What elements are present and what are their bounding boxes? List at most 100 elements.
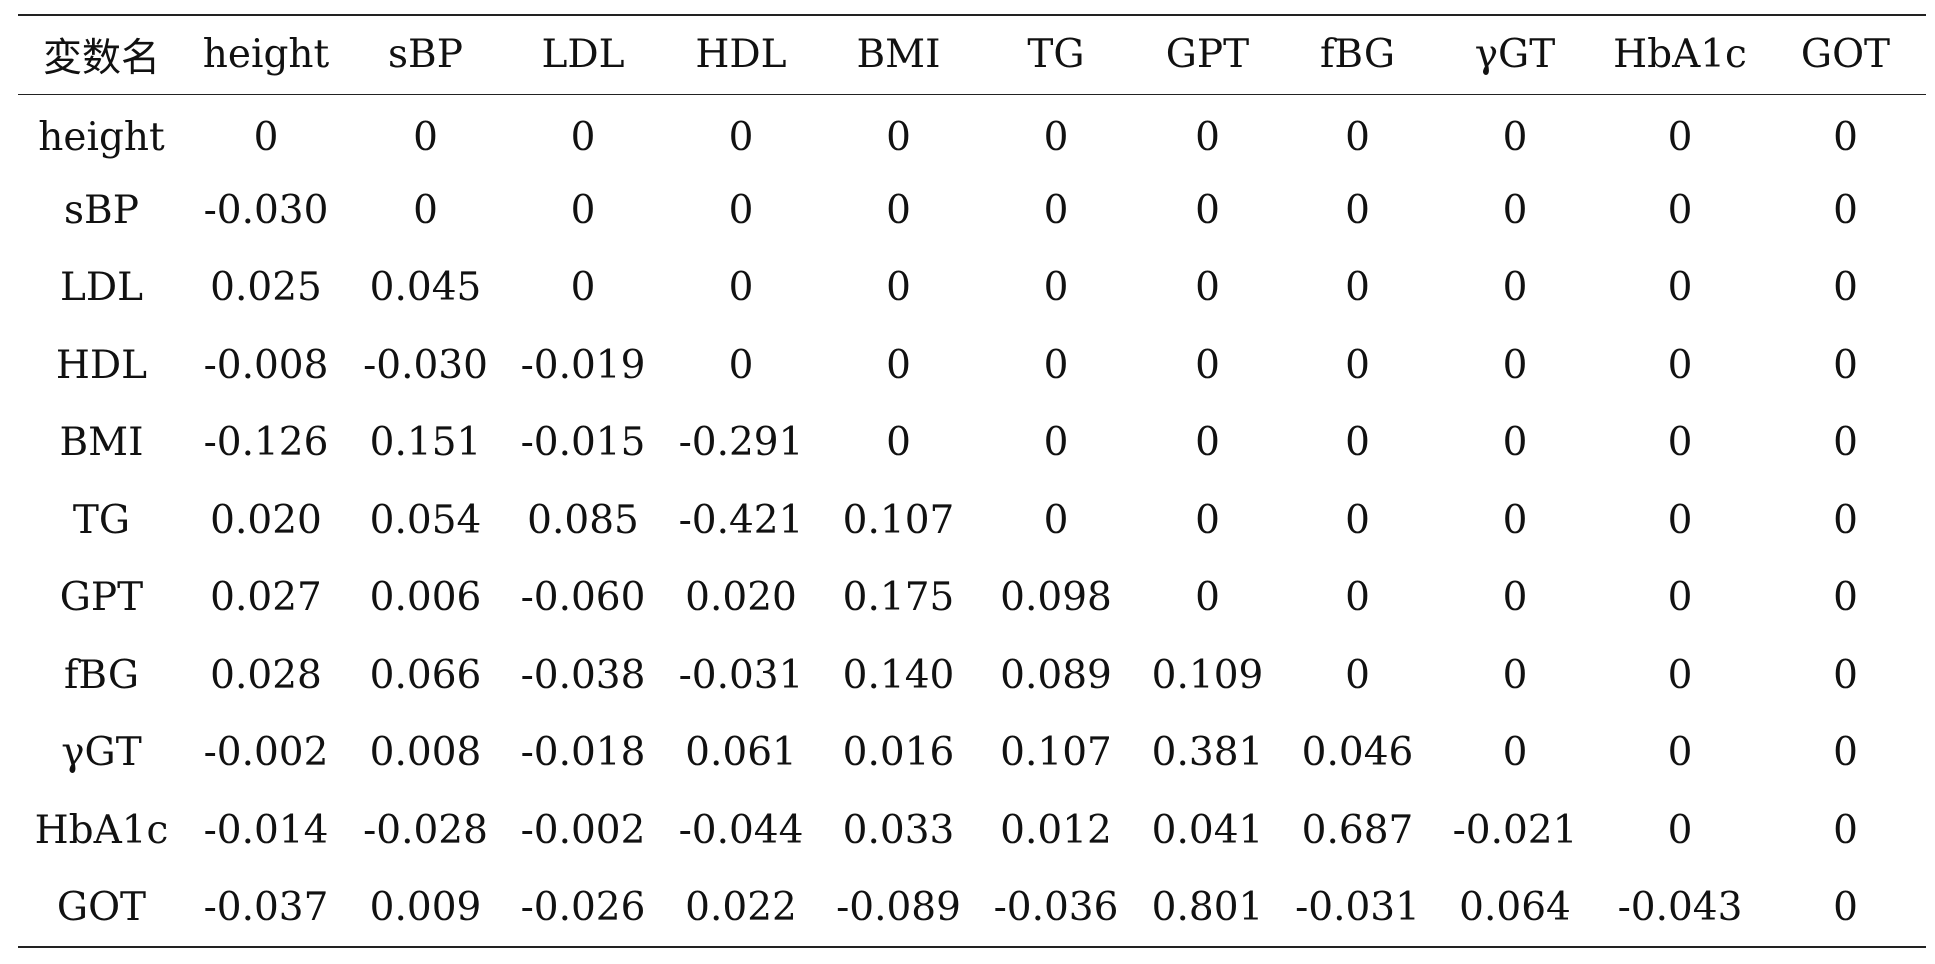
table-cell: 0.140 <box>842 652 955 698</box>
table-cell: -0.015 <box>520 420 646 466</box>
table-header: 変数名 height sBP LDL HDL BMI TG GPT fBG γGT HbA1c GOT <box>18 14 1926 95</box>
table-cell: 0.041 <box>1151 807 1264 853</box>
row-label: fBG <box>64 652 139 698</box>
table-row: BMI -0.126 0.151 -0.015 -0.291 0 0 0 0 0 0 0 <box>18 404 1926 482</box>
coefficient-table: 変数名 height sBP LDL HDL BMI TG GPT fBG γGT HbA1c GOT… <box>18 14 1926 948</box>
table-cell: 0 <box>1502 652 1528 698</box>
table-cell: 0 <box>1043 342 1069 388</box>
table-cell: 0 <box>1502 420 1528 466</box>
table-cell: 0.107 <box>1000 730 1112 776</box>
table-cell: -0.036 <box>977 869 1135 948</box>
table-cell: 0 <box>1833 342 1858 388</box>
table-cell: 0.151 <box>369 420 482 466</box>
table-cell: 0 <box>1043 114 1069 160</box>
row-label: sBP <box>64 187 139 233</box>
column-header: HDL <box>662 14 820 95</box>
table-cell: 0 <box>1833 730 1858 776</box>
table-cell: 0 <box>1833 114 1858 160</box>
table-cell: 0 <box>1833 652 1858 698</box>
table-cell: 0 <box>1667 114 1693 160</box>
table-cell: 0 <box>1833 265 1858 311</box>
table-row: GPT 0.027 0.006 -0.060 0.020 0.175 0.098 0 0 0 0 0 <box>18 559 1926 637</box>
table-cell: -0.421 <box>678 497 804 543</box>
table-cell: 0 <box>1833 807 1858 853</box>
table-cell: 0.012 <box>1000 807 1112 853</box>
table-cell: 0 <box>1502 187 1528 233</box>
table-cell: 0 <box>886 420 911 466</box>
table-cell: -0.043 <box>1595 869 1765 948</box>
column-header: BMI <box>820 14 977 95</box>
table-cell: 0 <box>1345 187 1370 233</box>
table-cell: -0.028 <box>363 807 488 853</box>
row-label: γGT <box>61 730 142 776</box>
table-cell: -0.044 <box>678 807 804 853</box>
table-cell: 0.381 <box>1151 730 1264 776</box>
column-header: sBP <box>347 14 504 95</box>
row-label: TG <box>72 497 131 543</box>
table-cell: 0 <box>570 265 596 311</box>
table-body: height 0 0 0 0 0 0 0 0 0 0 0 sBP -0.030 0 0 0 0 0 0 0 0 0 0 LDL 0… <box>18 94 1926 948</box>
row-label: LDL <box>59 265 144 311</box>
table-cell: 0 <box>1195 497 1220 543</box>
table-row: γGT -0.002 0.008 -0.018 0.061 0.016 0.107 0.381… <box>18 714 1926 792</box>
table-cell: 0 <box>1195 265 1220 311</box>
table-cell: 0.085 <box>527 497 639 543</box>
table-cell: 0.109 <box>1151 652 1264 698</box>
table-cell: 0 <box>570 114 596 160</box>
coefficient-table-container: 変数名 height sBP LDL HDL BMI TG GPT fBG γGT HbA1c GOT… <box>18 14 1926 948</box>
column-header-variable-name: 変数名 <box>18 14 185 95</box>
table-cell: 0.045 <box>369 265 482 311</box>
table-cell: 0 <box>886 342 911 388</box>
row-label: HDL <box>55 342 148 388</box>
table-cell: 0 <box>1195 420 1220 466</box>
table-cell: 0 <box>1667 187 1693 233</box>
table-cell: 0 <box>1833 497 1858 543</box>
table-cell: 0 <box>1667 497 1693 543</box>
table-cell: 0 <box>413 114 438 160</box>
table-cell: 0.098 <box>1000 575 1112 621</box>
table-cell: 0.175 <box>842 575 955 621</box>
table-cell: 0 <box>728 187 754 233</box>
table-cell: 0 <box>728 265 754 311</box>
table-cell: 0 <box>1345 420 1370 466</box>
table-cell: 0 <box>728 342 754 388</box>
table-row: GOT -0.037 0.009 -0.026 0.022 -0.089 -0.036 0.8… <box>18 869 1926 948</box>
table-cell: 0 <box>1345 342 1370 388</box>
column-header: height <box>185 14 347 95</box>
table-cell: 0 <box>1502 342 1528 388</box>
table-cell: 0.054 <box>369 497 482 543</box>
row-label: GPT <box>59 575 144 621</box>
table-cell: 0 <box>1345 575 1370 621</box>
table-cell: 0.027 <box>210 575 322 621</box>
table-cell: 0 <box>1502 497 1528 543</box>
table-cell: -0.089 <box>820 869 977 948</box>
table-cell: -0.014 <box>203 807 329 853</box>
table-cell: 0 <box>1502 575 1528 621</box>
table-cell: 0.033 <box>842 807 955 853</box>
table-cell: 0 <box>1195 187 1220 233</box>
table-cell: 0 <box>1667 652 1693 698</box>
table-cell: -0.031 <box>1280 869 1435 948</box>
table-cell: 0 <box>728 114 754 160</box>
column-header: TG <box>977 14 1135 95</box>
table-cell: 0 <box>1345 114 1370 160</box>
table-cell: 0 <box>413 187 438 233</box>
header-row: 変数名 height sBP LDL HDL BMI TG GPT fBG γGT HbA1c GOT <box>18 14 1926 95</box>
table-cell: 0.046 <box>1301 730 1414 776</box>
column-header: GPT <box>1135 14 1280 95</box>
table-cell: 0 <box>1345 265 1370 311</box>
table-row: fBG 0.028 0.066 -0.038 -0.031 0.140 0.089 0.109… <box>18 637 1926 715</box>
table-row: LDL 0.025 0.045 0 0 0 0 0 0 0 0 0 <box>18 249 1926 327</box>
table-cell: 0.064 <box>1435 869 1595 948</box>
table-cell: 0.025 <box>210 265 322 311</box>
table-row: sBP -0.030 0 0 0 0 0 0 0 0 0 0 <box>18 172 1926 250</box>
table-cell: 0 <box>1345 652 1370 698</box>
row-label: HbA1c <box>34 807 169 853</box>
table-cell: 0.066 <box>369 652 482 698</box>
table-cell: 0.028 <box>210 652 322 698</box>
table-cell: 0 <box>1833 187 1858 233</box>
column-header: fBG <box>1280 14 1435 95</box>
table-cell: 0.687 <box>1301 807 1414 853</box>
table-cell: 0 <box>1502 265 1528 311</box>
table-cell: 0 <box>1765 869 1926 948</box>
